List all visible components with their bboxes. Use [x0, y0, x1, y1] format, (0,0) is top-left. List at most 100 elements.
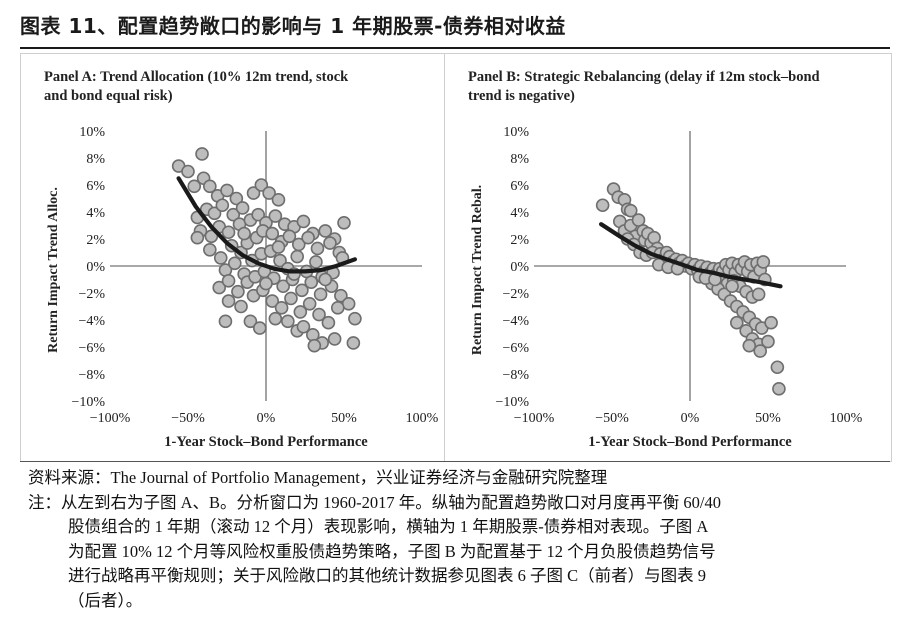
note-line-2: 股债组合的 1 年期（滚动 12 个月）表现影响，横轴为 1 年期股票-债券相对… — [68, 517, 709, 536]
panelA-data-point — [203, 243, 217, 257]
panelA-data-point — [252, 321, 267, 335]
panel-b-title-line-2: trend is negative) — [468, 88, 575, 104]
panelA-data-point — [251, 207, 266, 222]
panelA-data-point — [312, 307, 326, 322]
panelB-y-tick-label: 0% — [510, 260, 529, 275]
panelA-data-point — [268, 311, 283, 326]
panelA-data-point — [218, 314, 233, 329]
panelA-data-point — [265, 226, 280, 241]
panelA-y-tick-label: 4% — [86, 206, 105, 221]
panelA-x-tick-label: 50% — [331, 411, 357, 426]
panelA-data-point — [215, 198, 230, 213]
panelA-data-point — [309, 255, 323, 269]
panelB-data-point — [772, 382, 786, 396]
panelA-data-point — [195, 147, 209, 161]
title-divider — [20, 47, 890, 49]
panelA-y-tick-label: 10% — [79, 125, 105, 140]
panelA-data-point — [254, 178, 269, 192]
notes-divider — [20, 461, 890, 462]
panelB-data-point — [751, 287, 766, 302]
panelA-data-point — [190, 230, 205, 245]
panelA-data-point — [268, 209, 283, 223]
panelA-data-point — [293, 305, 308, 319]
panel-a-title: Panel A: Trend Allocation (10% 12m trend… — [44, 68, 424, 106]
panelA-data-point — [296, 319, 311, 334]
panelA-data-point — [274, 301, 289, 315]
panelA-data-point — [187, 179, 202, 194]
panelA-data-point — [203, 179, 217, 194]
panelA-data-point — [262, 186, 276, 200]
source-line: 资料来源：The Journal of Portfolio Management… — [28, 468, 608, 487]
panel-b-title-line-1: Panel B: Strategic Rebalancing (delay if… — [468, 69, 820, 85]
panelA-y-tick-label: 6% — [86, 179, 105, 194]
panelA-data-point — [231, 284, 245, 299]
panelB-data-point — [764, 315, 778, 330]
panelA-data-point — [235, 201, 250, 215]
panelA-data-point — [282, 229, 297, 244]
panelA-data-point — [220, 183, 234, 198]
panelB-y-tick-label: 8% — [510, 152, 529, 167]
panelB-x-tick-label: −50% — [595, 411, 629, 426]
panelA-data-point — [281, 314, 295, 329]
panelB-data-point — [756, 255, 771, 269]
panelA-y-tick-label: −2% — [78, 287, 105, 302]
panelA-data-point — [228, 256, 242, 271]
panelA-data-point — [271, 240, 286, 254]
panelB-y-tick-label: 6% — [510, 179, 529, 194]
panelA-data-point — [304, 275, 319, 290]
panelB-x-tick-label: 100% — [830, 411, 863, 426]
panelA-data-point — [229, 191, 244, 206]
panelB-y-tick-label: −10% — [495, 395, 529, 410]
panelA-data-point — [346, 336, 361, 350]
panelB-y-tick-label: 4% — [510, 206, 529, 221]
panelA-y-tick-label: −10% — [71, 395, 105, 410]
panelA-data-point — [259, 276, 273, 291]
panelA-data-point — [234, 299, 248, 314]
panelA-data-point — [330, 301, 345, 315]
panelA-data-point — [213, 251, 228, 265]
panelA-data-point — [221, 294, 236, 308]
panelB-y-tick-label: 2% — [510, 233, 529, 248]
panelA-data-point — [221, 225, 236, 240]
panelA-data-point — [307, 338, 322, 353]
panelB-data-point — [761, 334, 775, 349]
panelA-data-point — [243, 314, 258, 329]
panelB-y-axis-label: Return Impact Trend Rebal. — [470, 185, 485, 355]
panelA-data-point — [348, 311, 362, 326]
panelB-y-tick-label: −8% — [502, 368, 529, 383]
panelB-y-tick-label: −6% — [502, 341, 529, 356]
panelB-x-tick-label: 0% — [681, 411, 700, 426]
panelA-x-tick-label: −100% — [90, 411, 131, 426]
panelA-data-point — [334, 288, 348, 303]
panelA-y-tick-label: 2% — [86, 233, 105, 248]
panelA-data-point — [290, 249, 305, 264]
panelB-y-tick-label: 10% — [503, 125, 529, 140]
panelB-x-tick-label: 50% — [755, 411, 781, 426]
panelB-data-point — [742, 338, 757, 353]
panelA-data-point — [246, 186, 261, 200]
note-line-5: （后者）。 — [68, 590, 143, 610]
panelA-y-tick-label: 0% — [86, 260, 105, 275]
panelA-data-point — [276, 279, 290, 294]
panelA-data-point — [302, 296, 317, 311]
panelA-data-point — [265, 294, 280, 308]
panelA-data-point — [273, 253, 287, 268]
note-line-4: 进行战略再平衡规则；关于风险敞口的其他统计数据参见图表 6 子图 C（前者）与图… — [68, 566, 707, 585]
panelA-x-tick-label: 100% — [406, 411, 439, 426]
panelB-data-point — [595, 198, 610, 213]
panelB-x-tick-label: −100% — [514, 411, 555, 426]
panelB-data-point — [725, 279, 739, 294]
panelA-data-point — [321, 315, 336, 330]
panelB-data-point — [623, 203, 638, 218]
panelA-data-point — [207, 206, 222, 221]
panelB-data-point — [729, 315, 744, 330]
panelA-data-point — [181, 164, 195, 179]
panelA-trend-curve — [176, 176, 357, 274]
panelA-x-tick-label: −50% — [171, 411, 205, 426]
panelB-data-point — [770, 360, 785, 375]
panelA-data-point — [301, 230, 315, 245]
panelA-y-tick-label: −4% — [78, 314, 105, 329]
panelA-data-point — [237, 226, 251, 241]
panel-b-title: Panel B: Strategic Rebalancing (delay if… — [468, 68, 878, 106]
figure-title: 图表 11、配置趋势敞口的影响与 1 年期股票-债券相对收益 — [20, 14, 566, 38]
